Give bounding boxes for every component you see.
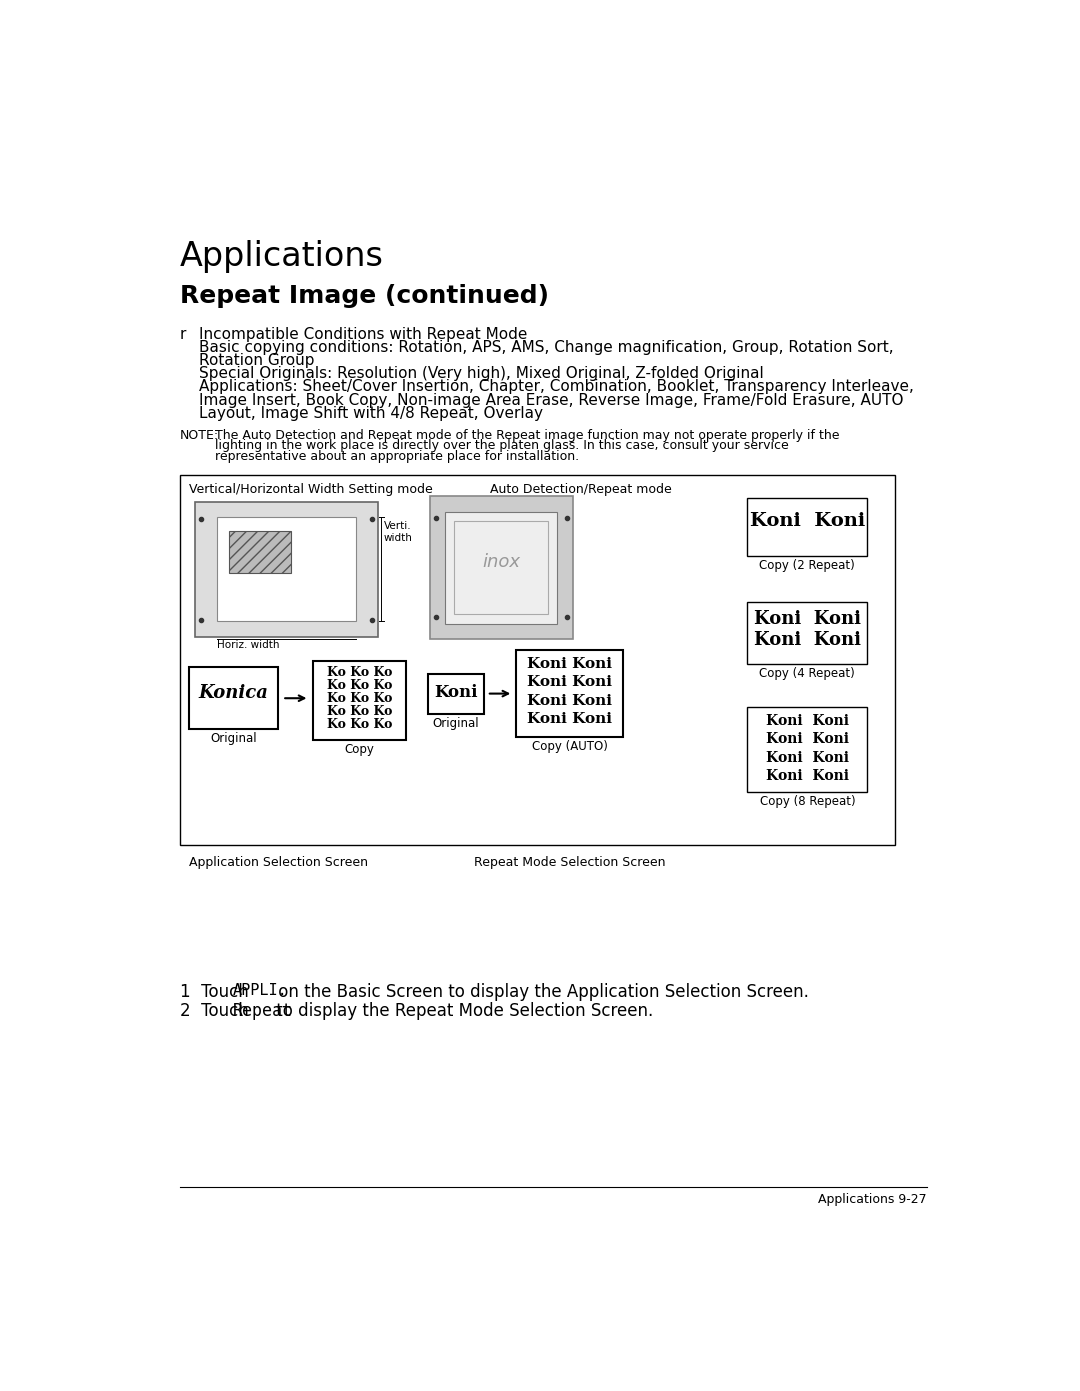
Bar — [445, 512, 557, 623]
Text: Applications: Sheet/Cover Insertion, Chapter, Combination, Booklet, Transparency: Applications: Sheet/Cover Insertion, Cha… — [199, 380, 914, 395]
Text: representative about an appropriate place for installation.: representative about an appropriate plac… — [215, 451, 579, 463]
Text: Koni: Koni — [434, 683, 477, 701]
Text: 1  Touch: 1 Touch — [180, 983, 254, 1002]
Text: Applications: Applications — [180, 241, 383, 273]
Text: Copy (8 Repeat): Copy (8 Repeat) — [759, 796, 855, 808]
Bar — [747, 498, 867, 556]
Text: on the Basic Screen to display the Application Selection Screen.: on the Basic Screen to display the Appli… — [273, 983, 809, 1002]
Text: Ko Ko Ko: Ko Ko Ko — [327, 666, 392, 679]
Text: Original: Original — [211, 732, 257, 746]
Text: Special Originals: Resolution (Very high), Mixed Original, Z-folded Original: Special Originals: Resolution (Very high… — [199, 366, 764, 381]
Text: Repeat Mode Selection Screen: Repeat Mode Selection Screen — [474, 855, 666, 869]
Text: lighting in the work place is directly over the platen glass. In this case, cons: lighting in the work place is directly o… — [215, 440, 788, 452]
Bar — [747, 708, 867, 791]
Text: NOTE:: NOTE: — [180, 428, 219, 442]
Text: 2  Touch: 2 Touch — [180, 1003, 254, 1021]
Text: Koni  Koni: Koni Koni — [754, 609, 861, 627]
Text: Layout, Image Shift with 4/8 Repeat, Overlay: Layout, Image Shift with 4/8 Repeat, Ove… — [199, 406, 542, 420]
Text: Ko Ko Ko: Ko Ko Ko — [327, 693, 392, 705]
Text: Repeat: Repeat — [232, 1003, 293, 1021]
Text: Original: Original — [432, 716, 480, 730]
Text: r: r — [180, 327, 187, 342]
Text: Koni Koni: Koni Koni — [527, 712, 612, 726]
Text: Copy (2 Repeat): Copy (2 Repeat) — [759, 559, 855, 572]
Text: Koni  Koni: Koni Koni — [750, 512, 865, 530]
Text: Image Insert, Book Copy, Non-image Area Erase, Reverse Image, Frame/Fold Erasure: Image Insert, Book Copy, Non-image Area … — [199, 392, 903, 408]
Text: Konica: Konica — [199, 684, 269, 702]
Bar — [428, 673, 484, 714]
Text: Koni  Koni: Koni Koni — [766, 769, 849, 783]
Text: APPLI.: APPLI. — [232, 983, 287, 999]
Bar — [189, 668, 279, 729]
Text: Koni Koni: Koni Koni — [527, 657, 612, 670]
Text: The Auto Detection and Repeat mode of the Repeat image function may not operate : The Auto Detection and Repeat mode of th… — [215, 428, 839, 442]
Text: Auto Detection/Repeat mode: Auto Detection/Repeat mode — [490, 483, 672, 495]
Bar — [229, 531, 291, 573]
Bar — [516, 651, 623, 737]
Text: Koni  Koni: Koni Koni — [766, 714, 849, 727]
Bar — [313, 661, 406, 740]
Bar — [195, 502, 378, 637]
Text: to display the Repeat Mode Selection Screen.: to display the Repeat Mode Selection Scr… — [271, 1003, 653, 1021]
Text: Ko Ko Ko: Ko Ko Ko — [327, 679, 392, 691]
Bar — [180, 474, 894, 844]
Text: Vertical/Horizontal Width Setting mode: Vertical/Horizontal Width Setting mode — [189, 483, 433, 495]
Text: Ko Ko Ko: Ko Ko Ko — [327, 705, 392, 718]
Text: Verti.
width: Verti. width — [383, 522, 413, 542]
Text: Copy: Copy — [345, 743, 375, 755]
Text: Koni  Koni: Koni Koni — [754, 632, 861, 650]
Text: Repeat Image (continued): Repeat Image (continued) — [180, 284, 549, 307]
Text: Application Selection Screen: Application Selection Screen — [189, 855, 368, 869]
Text: inox: inox — [482, 552, 521, 570]
Bar — [747, 602, 867, 664]
Text: Copy (4 Repeat): Copy (4 Repeat) — [759, 666, 855, 680]
Text: Koni Koni: Koni Koni — [527, 694, 612, 708]
Text: Basic copying conditions: Rotation, APS, AMS, Change magnification, Group, Rotat: Basic copying conditions: Rotation, APS,… — [199, 341, 893, 355]
Bar — [455, 522, 548, 615]
Bar — [430, 497, 572, 638]
Bar — [217, 517, 356, 622]
Text: Applications 9-27: Applications 9-27 — [819, 1193, 927, 1206]
Text: Ko Ko Ko: Ko Ko Ko — [327, 718, 392, 732]
Text: Koni Koni: Koni Koni — [527, 675, 612, 689]
Text: Horiz. width: Horiz. width — [217, 640, 280, 651]
Text: Rotation Group: Rotation Group — [199, 353, 314, 369]
Text: Copy (AUTO): Copy (AUTO) — [531, 740, 608, 753]
Text: Incompatible Conditions with Repeat Mode: Incompatible Conditions with Repeat Mode — [199, 327, 527, 342]
Text: Koni  Koni: Koni Koni — [766, 732, 849, 746]
Text: Koni  Koni: Koni Koni — [766, 751, 849, 765]
